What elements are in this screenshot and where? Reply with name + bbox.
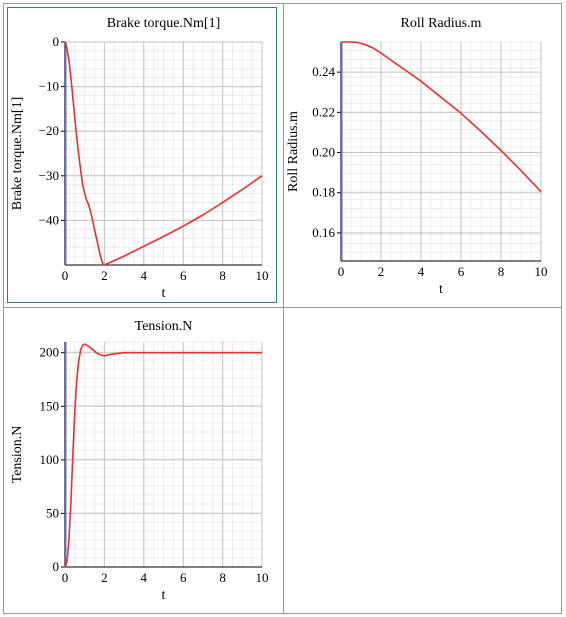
series-line (64, 343, 262, 568)
x-tick-label: 6 (458, 264, 465, 279)
chart-brake-torque[interactable]: Brake torque.Nm[1] 0 2 4 6 8 10 0 −10 −20 −30 −40 t B… (5, 5, 279, 303)
x-axis-label: t (162, 588, 166, 603)
chart-title: Tension.N (135, 319, 193, 334)
y-tick-label: 0.18 (312, 185, 335, 200)
y-axis-label: Brake torque.Nm[1] (10, 97, 25, 211)
series-line (64, 41, 263, 266)
x-tick-label: 2 (101, 268, 108, 283)
x-tick-label: 0 (62, 268, 69, 283)
y-tick-label: 0 (53, 34, 60, 49)
y-tick-label: 50 (46, 505, 59, 520)
x-tick-label: 10 (256, 570, 269, 585)
y-axis-highlight (64, 42, 67, 265)
x-tick-label: 2 (378, 264, 385, 279)
x-tick-label: 8 (219, 570, 226, 585)
chart-roll-radius[interactable]: Roll Radius.m 0 2 4 6 8 10 0.16 0.18 0.20 0.22 0.24… (284, 5, 558, 303)
table-divider-vertical (283, 4, 284, 613)
x-tick-label: 4 (141, 268, 148, 283)
y-tick-label: 0.20 (312, 145, 335, 160)
y-tick-label: −40 (39, 212, 59, 227)
y-tick-label: −20 (39, 123, 59, 138)
x-axis-label: t (162, 286, 166, 301)
x-tick-label: 0 (62, 570, 69, 585)
y-tick-label: 100 (40, 452, 60, 467)
y-tick-label: 0.16 (312, 225, 335, 240)
x-tick-label: 6 (180, 570, 187, 585)
series-line (341, 41, 542, 193)
x-tick-label: 8 (219, 268, 226, 283)
x-tick-label: 6 (180, 268, 187, 283)
table-divider-horizontal (4, 307, 561, 308)
y-axis-highlight (64, 342, 67, 567)
y-axis-highlight (340, 42, 343, 261)
y-axis-label: Tension.N (10, 426, 25, 484)
x-axis-label: t (439, 282, 443, 297)
y-tick-label: 200 (40, 345, 60, 360)
y-tick-label: 150 (40, 398, 60, 413)
y-axis-label: Roll Radius.m (286, 111, 301, 192)
x-tick-label: 8 (498, 264, 505, 279)
x-tick-label: 10 (256, 268, 269, 283)
y-tick-label: −10 (39, 79, 59, 94)
x-tick-label: 2 (101, 570, 108, 585)
x-tick-label: 4 (141, 570, 148, 585)
x-tick-label: 4 (418, 264, 425, 279)
x-tick-label: 10 (535, 264, 548, 279)
y-tick-label: −30 (39, 168, 59, 183)
y-tick-label: 0 (53, 559, 60, 574)
y-tick-label: 0.22 (312, 104, 335, 119)
plot-table (3, 3, 562, 614)
chart-title: Roll Radius.m (401, 16, 482, 31)
y-tick-label: 0.24 (312, 64, 335, 79)
chart-title: Brake torque.Nm[1] (107, 16, 221, 31)
x-tick-label: 0 (338, 264, 345, 279)
